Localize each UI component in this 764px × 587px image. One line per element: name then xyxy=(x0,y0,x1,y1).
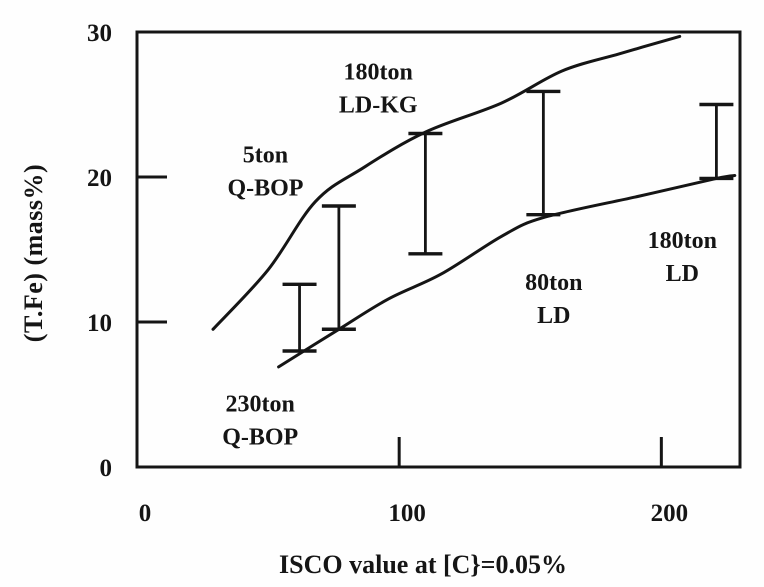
error-bar xyxy=(526,89,561,217)
annotation-5ton-q-bop: 5ton Q-BOP xyxy=(227,142,303,201)
annotation-80ton-ld: 80ton LD xyxy=(525,270,582,329)
error-bar xyxy=(699,102,734,181)
annotation-230ton-q-bop: 230ton Q-BOP xyxy=(222,392,298,451)
x-tick-label: 100 xyxy=(388,500,426,527)
x-tick-label: 200 xyxy=(651,500,689,527)
x-tick-label: 0 xyxy=(139,500,152,527)
lower-bound-curve xyxy=(277,174,737,369)
x-axis-title: ISCO value at [C}=0.05% xyxy=(279,550,567,579)
plot-frame xyxy=(135,30,742,469)
error-bar xyxy=(408,131,443,256)
y-tick-label: 20 xyxy=(87,165,112,192)
annotation-180ton-ld-kg: 180ton LD-KG xyxy=(339,60,418,119)
y-tick-label: 0 xyxy=(100,455,113,482)
annotation-180ton-ld: 180ton LD xyxy=(648,228,717,287)
y-tick-label: 30 xyxy=(87,20,112,47)
error-bar xyxy=(282,282,317,353)
y-tick-label: 10 xyxy=(87,310,112,337)
error-bar xyxy=(321,204,356,331)
y-axis-title: (T.Fe) (mass%) xyxy=(19,163,48,343)
